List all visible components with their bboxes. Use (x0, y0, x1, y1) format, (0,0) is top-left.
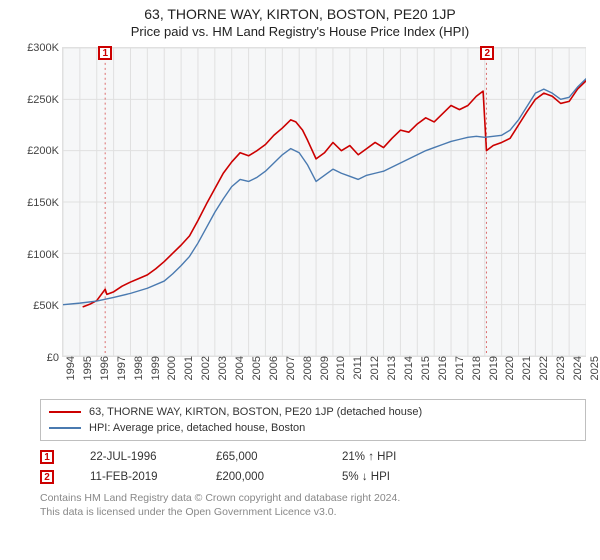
annotation-row: 2 11-FEB-2019 £200,000 5% ↓ HPI (40, 467, 586, 487)
y-axis-tick: £250K (19, 94, 63, 106)
y-axis-tick: £200K (19, 145, 63, 157)
x-axis-tick: 1995 (78, 356, 94, 380)
y-axis-tick: £100K (19, 249, 63, 261)
annotation-row: 1 22-JUL-1996 £65,000 21% ↑ HPI (40, 447, 586, 467)
legend-swatch (49, 427, 81, 429)
x-axis-tick: 1997 (112, 356, 128, 380)
x-axis-tick: 2020 (500, 356, 516, 380)
footnote-line: This data is licensed under the Open Gov… (40, 505, 586, 519)
x-axis-tick: 2018 (467, 356, 483, 380)
legend-swatch (49, 411, 81, 413)
x-axis-tick: 2017 (450, 356, 466, 380)
x-axis-tick: 2000 (162, 356, 178, 380)
chart-annotation-marker: 2 (480, 46, 494, 60)
chart-legend: 63, THORNE WAY, KIRTON, BOSTON, PE20 1JP… (40, 399, 586, 441)
annotation-date: 11-FEB-2019 (90, 471, 180, 483)
chart-annotation-marker: 1 (98, 46, 112, 60)
annotation-delta: 5% ↓ HPI (342, 471, 432, 483)
x-axis-tick: 2023 (551, 356, 567, 380)
annotation-table: 1 22-JUL-1996 £65,000 21% ↑ HPI 2 11-FEB… (40, 447, 586, 487)
x-axis-tick: 1999 (146, 356, 162, 380)
x-axis-tick: 2014 (399, 356, 415, 380)
annotation-delta: 21% ↑ HPI (342, 451, 432, 463)
annotation-date: 22-JUL-1996 (90, 451, 180, 463)
x-axis-tick: 2019 (484, 356, 500, 380)
x-axis-tick: 2003 (213, 356, 229, 380)
legend-label: 63, THORNE WAY, KIRTON, BOSTON, PE20 1JP… (89, 406, 422, 418)
x-axis-tick: 2005 (247, 356, 263, 380)
annotation-price: £65,000 (216, 451, 306, 463)
plot-area: £0£50K£100K£150K£200K£250K£300K199419951… (62, 47, 586, 357)
y-axis-tick: £0 (19, 352, 63, 364)
x-axis-tick: 2008 (298, 356, 314, 380)
x-axis-tick: 2024 (568, 356, 584, 380)
y-axis-tick: £300K (19, 42, 63, 54)
x-axis-tick: 2001 (179, 356, 195, 380)
x-axis-tick: 1994 (61, 356, 77, 380)
footnote-line: Contains HM Land Registry data © Crown c… (40, 491, 586, 505)
legend-label: HPI: Average price, detached house, Bost… (89, 422, 305, 434)
x-axis-tick: 1996 (95, 356, 111, 380)
chart-title: 63, THORNE WAY, KIRTON, BOSTON, PE20 1JP (14, 6, 586, 22)
legend-row: HPI: Average price, detached house, Bost… (49, 422, 577, 434)
x-axis-tick: 2021 (517, 356, 533, 380)
x-axis-tick: 2009 (315, 356, 331, 380)
x-axis-tick: 2010 (331, 356, 347, 380)
chart-subtitle: Price paid vs. HM Land Registry's House … (14, 24, 586, 39)
x-axis-tick: 2015 (416, 356, 432, 380)
x-axis-tick: 2012 (365, 356, 381, 380)
x-axis-tick: 2011 (348, 356, 364, 380)
annotation-marker-icon: 2 (40, 470, 54, 484)
x-axis-tick: 2022 (534, 356, 550, 380)
x-axis-tick: 2016 (433, 356, 449, 380)
chart-svg (63, 48, 586, 356)
x-axis-tick: 2004 (230, 356, 246, 380)
x-axis-tick: 2002 (196, 356, 212, 380)
x-axis-tick: 2006 (264, 356, 280, 380)
x-axis-tick: 2007 (281, 356, 297, 380)
x-axis-tick: 1998 (129, 356, 145, 380)
chart-container: £0£50K£100K£150K£200K£250K£300K199419951… (14, 47, 586, 393)
annotation-price: £200,000 (216, 471, 306, 483)
legend-row: 63, THORNE WAY, KIRTON, BOSTON, PE20 1JP… (49, 406, 577, 418)
x-axis-tick: 2025 (585, 356, 600, 380)
y-axis-tick: £50K (19, 300, 63, 312)
y-axis-tick: £150K (19, 197, 63, 209)
annotation-marker-icon: 1 (40, 450, 54, 464)
footnote: Contains HM Land Registry data © Crown c… (40, 491, 586, 519)
x-axis-tick: 2013 (382, 356, 398, 380)
